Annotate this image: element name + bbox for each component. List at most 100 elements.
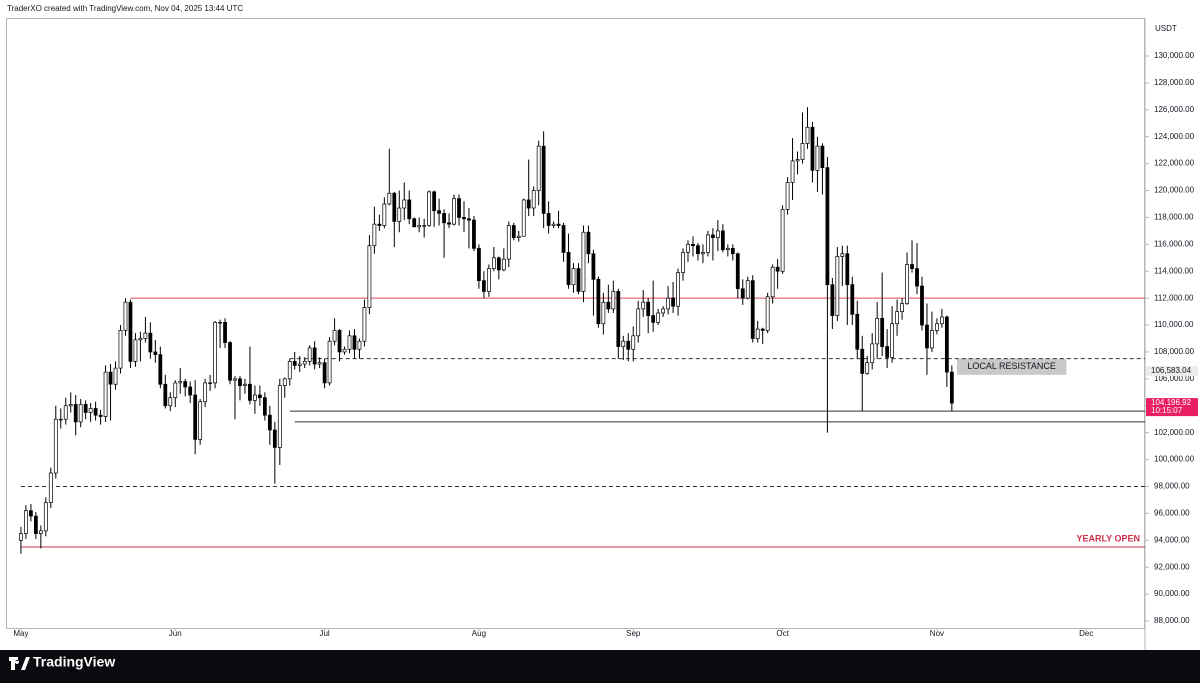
- candle-body: [317, 362, 322, 365]
- candle-body: [233, 378, 237, 381]
- candle-body: [511, 225, 516, 238]
- candle-body: [755, 328, 760, 339]
- candle-body: [920, 285, 924, 326]
- price-label-box: [1146, 366, 1198, 377]
- price-label-box: [1146, 398, 1198, 417]
- candle-body: [29, 510, 33, 517]
- brand: TradingView: [33, 654, 115, 670]
- candle-body: [248, 383, 252, 401]
- candle-body: [447, 222, 451, 225]
- candle-body: [243, 383, 247, 386]
- candle-body: [541, 145, 546, 214]
- candle-body: [158, 354, 163, 385]
- candle-body: [477, 248, 481, 282]
- candle-body: [168, 397, 173, 407]
- candle-body: [372, 223, 377, 247]
- candle-body: [277, 385, 282, 448]
- candle-body: [417, 225, 422, 228]
- candle-body: [198, 401, 203, 440]
- candle-body: [472, 219, 476, 249]
- x-tick-label: Nov: [930, 629, 944, 638]
- candle-body: [53, 418, 58, 474]
- candle-body: [835, 256, 840, 316]
- candle-body: [586, 231, 591, 255]
- y-tick-label: 114,000.00: [1154, 266, 1194, 275]
- candle-body: [257, 394, 262, 399]
- candle-body: [297, 363, 302, 366]
- candle-body: [213, 322, 217, 384]
- candle-body: [193, 394, 198, 440]
- candle-body: [108, 371, 113, 385]
- candle-body: [238, 378, 242, 386]
- candle-body: [601, 301, 606, 325]
- candle-body: [895, 311, 899, 325]
- y-tick-label: 100,000.00: [1154, 455, 1195, 464]
- candle-body: [805, 126, 810, 144]
- candle-body: [516, 235, 521, 238]
- candle-body: [83, 404, 88, 413]
- candle-body: [392, 192, 397, 222]
- candle-body: [900, 303, 904, 312]
- candle-body: [282, 378, 287, 386]
- candle-body: [163, 383, 168, 407]
- candle-body: [347, 335, 352, 350]
- candle-body: [262, 397, 267, 416]
- price-label: 106,583.04: [1151, 366, 1192, 375]
- brand-logo: [9, 657, 30, 670]
- candle-body: [78, 404, 83, 423]
- candle-body: [935, 323, 939, 331]
- candle-body: [770, 266, 775, 298]
- candle-body: [711, 234, 715, 238]
- candle-body: [128, 301, 133, 362]
- candle-body: [407, 199, 412, 220]
- x-tick-label: Jun: [169, 629, 182, 638]
- candle-body: [302, 361, 307, 365]
- candle-body: [287, 361, 292, 380]
- y-tick-label: 96,000.00: [1154, 508, 1190, 517]
- y-tick-label: 120,000.00: [1154, 186, 1195, 195]
- candle-body: [526, 199, 531, 209]
- candle-body: [800, 143, 805, 160]
- candle-body: [696, 245, 700, 255]
- candle-body: [880, 317, 885, 347]
- candle-body: [631, 335, 636, 350]
- candle-body: [720, 230, 725, 251]
- candle-body: [815, 145, 820, 171]
- candle-body: [307, 347, 312, 362]
- candle-body: [342, 348, 347, 353]
- y-tick-label: 106,000.00: [1154, 374, 1195, 383]
- y-tick-label: 108,000.00: [1154, 347, 1195, 356]
- candle-body: [38, 530, 43, 534]
- candle-body: [292, 361, 297, 366]
- candle-body: [467, 218, 471, 221]
- candle-body: [24, 510, 28, 534]
- candle-body: [183, 381, 188, 388]
- candle-body: [571, 268, 576, 286]
- candle-body: [641, 301, 646, 310]
- candle-body: [686, 243, 690, 253]
- candle-body: [830, 284, 835, 316]
- candle-body: [915, 268, 919, 287]
- candle-body: [930, 330, 934, 349]
- y-tick-label: 88,000.00: [1154, 616, 1190, 625]
- candle-body: [501, 258, 506, 271]
- candle-body: [138, 338, 143, 341]
- candle-body: [606, 301, 611, 310]
- candle-body: [223, 322, 227, 343]
- candle-body: [133, 339, 138, 362]
- candle-body: [48, 472, 53, 503]
- candle-body: [566, 252, 571, 286]
- candle-body: [486, 268, 491, 292]
- candle-body: [865, 362, 870, 374]
- candle-body: [706, 234, 710, 253]
- candle-body: [621, 340, 626, 347]
- candle-body: [790, 160, 795, 183]
- candle-body: [875, 317, 880, 345]
- candle-body: [671, 297, 675, 307]
- y-tick-label: 126,000.00: [1154, 105, 1195, 114]
- candle-body: [885, 346, 890, 358]
- candle-body: [322, 362, 327, 384]
- zone: [956, 358, 1067, 375]
- candle-body: [482, 280, 486, 292]
